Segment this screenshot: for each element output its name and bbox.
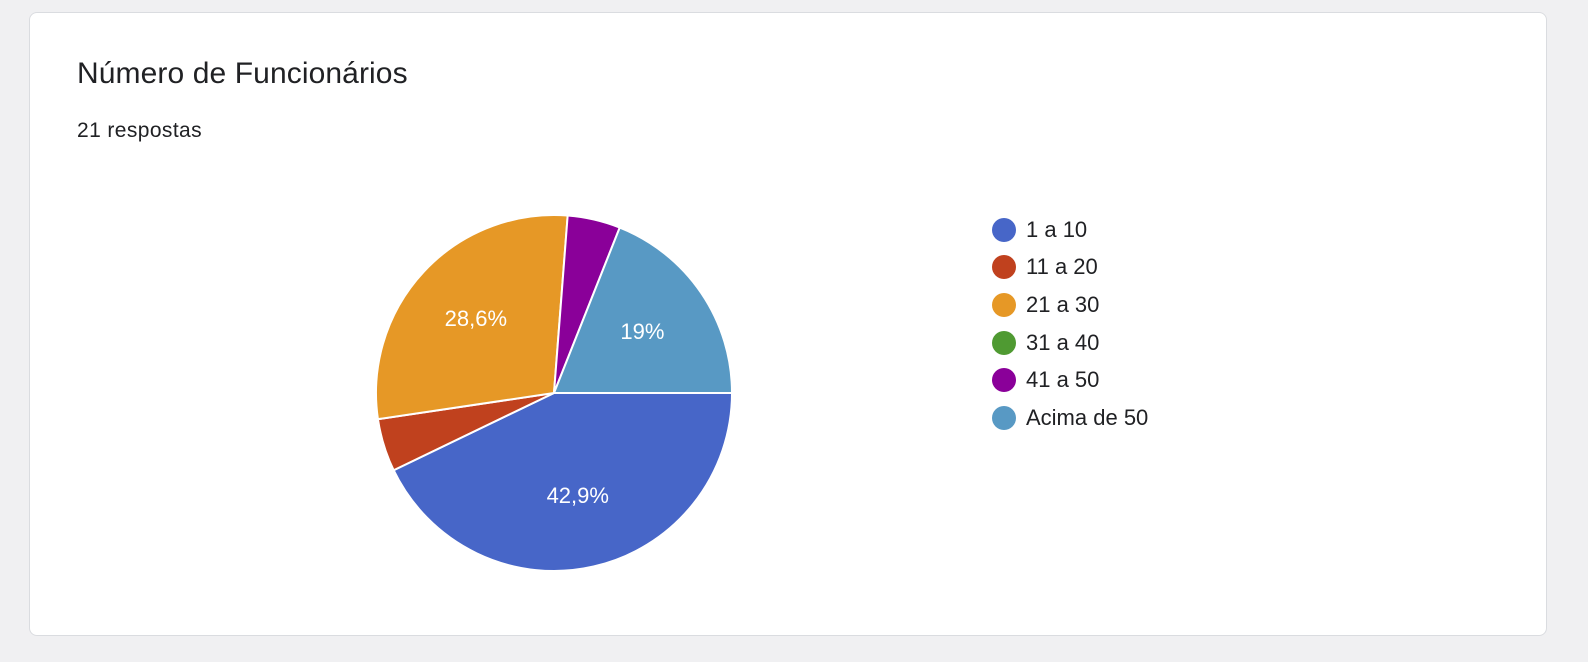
legend-label: 31 a 40: [1026, 329, 1100, 355]
legend-item-31-a-40[interactable]: 31 a 40: [992, 324, 1148, 362]
legend-label: 41 a 50: [1026, 367, 1100, 393]
response-count: 21 respostas: [77, 119, 203, 142]
legend-item-1-a-10[interactable]: 1 a 10: [992, 211, 1148, 249]
pie-slice-acima-de-50[interactable]: [552, 226, 734, 394]
slice-data-label-1-a-10: 42,9%: [547, 483, 609, 508]
slice-data-label-21-a-30: 28,6%: [445, 306, 507, 331]
legend-label: 21 a 30: [1026, 291, 1100, 317]
pie-slice-21-a-30[interactable]: [375, 214, 569, 421]
chart-title: Número de Funcionários: [77, 57, 408, 90]
legend-item-41-a-50[interactable]: 41 a 50: [992, 361, 1148, 399]
legend-swatch-icon: [992, 217, 1016, 242]
slice-data-label-acima-de-50: 19%: [620, 319, 664, 344]
legend-swatch-icon: [992, 330, 1016, 355]
legend-label: 11 a 20: [1026, 254, 1098, 280]
legend-item-11-a-20[interactable]: 11 a 20: [992, 249, 1148, 287]
chart-card: Número de Funcionários 21 respostas 42,9…: [29, 12, 1547, 636]
chart-legend: 1 a 10 11 a 20 21 a 30 31 a 40 41 a 50 Acima …: [992, 211, 1148, 437]
pie-slice-1-a-10[interactable]: [392, 392, 734, 572]
legend-swatch-icon: [992, 405, 1016, 430]
legend-swatch-icon: [992, 368, 1016, 393]
legend-label: 1 a 10: [1026, 216, 1088, 242]
legend-swatch-icon: [992, 292, 1016, 317]
legend-item-acima-de-50[interactable]: Acima de 50: [992, 399, 1148, 437]
legend-label: Acima de 50: [1026, 404, 1149, 430]
legend-swatch-icon: [992, 255, 1016, 280]
pie-chart: 42,9% 28,6% 19%: [375, 214, 734, 572]
legend-item-21-a-30[interactable]: 21 a 30: [992, 286, 1148, 324]
